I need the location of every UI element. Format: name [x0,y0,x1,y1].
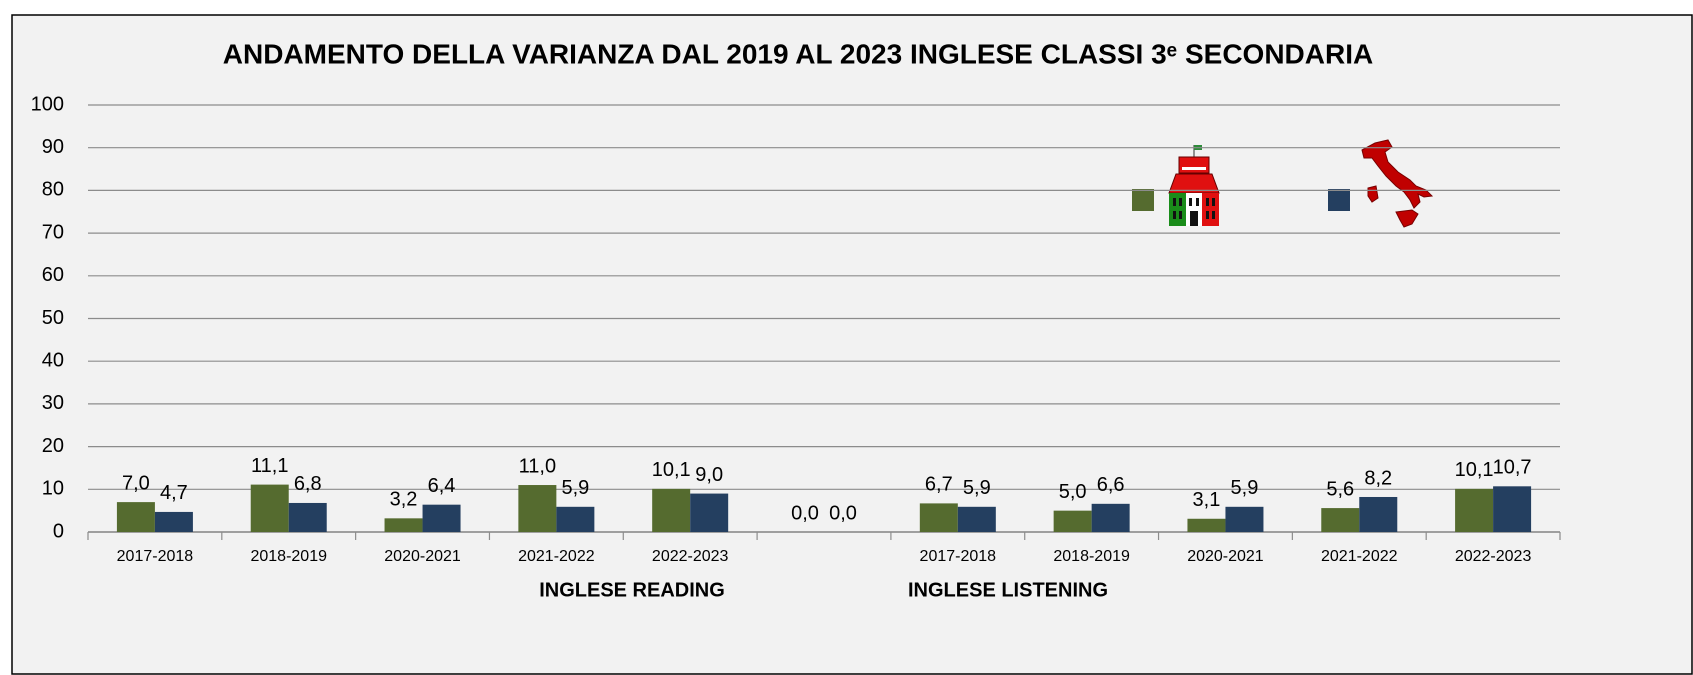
bar [1455,488,1494,532]
y-tick-label: 0 [53,520,64,542]
school-icon [1168,145,1220,226]
legend [1132,139,1434,228]
y-tick-label: 60 [42,264,64,286]
bar [556,506,595,532]
x-tick-label: 2022-2023 [652,548,729,565]
data-label: 5,9 [561,477,589,499]
bar [1359,496,1398,532]
x-tick-label: 2020-2021 [1187,548,1264,565]
data-label: 5,6 [1326,478,1354,500]
data-label: 11,1 [251,455,288,477]
bar [250,484,289,532]
data-label: 10,7 [1493,457,1532,479]
bar [154,511,193,532]
x-tick-label: 2017-2018 [920,548,997,565]
data-label: 10,1 [652,459,691,481]
bar [422,504,461,532]
bar [1225,506,1264,532]
group-label: INGLESE READING [539,579,725,601]
x-tick-label: 2021-2022 [1321,548,1398,565]
data-label: 5,9 [1231,477,1259,499]
bar [652,488,691,532]
x-tick-label: 2017-2018 [117,548,194,565]
legend-swatch [1328,189,1350,211]
data-label: 6,8 [294,473,322,495]
bar [1091,503,1130,532]
y-tick-label: 10 [42,478,64,500]
x-tick-label: 2018-2019 [250,548,327,565]
bar [1053,510,1092,532]
bar [1321,508,1360,532]
data-label: 4,7 [160,482,188,504]
y-tick-label: 80 [42,179,64,201]
y-tick-label: 50 [42,307,64,329]
data-label: 0,0 [829,502,857,524]
bar [518,485,557,532]
group-label: INGLESE LISTENING [908,579,1108,601]
bar [690,493,729,532]
y-tick-label: 40 [42,349,64,371]
y-tick-label: 100 [31,93,64,115]
bar [919,503,958,532]
x-tick-label: 2018-2019 [1053,548,1130,565]
data-label: 11,0 [519,455,556,477]
data-label: 10,1 [1455,459,1494,481]
y-tick-label: 30 [42,392,64,414]
data-label: 6,4 [428,475,456,497]
chart-title: ANDAMENTO DELLA VARIANZA DAL 2019 AL 202… [223,38,1373,69]
data-label: 5,9 [963,477,991,499]
data-label: 3,2 [390,489,418,511]
data-label: 8,2 [1364,467,1392,489]
data-label: 7,0 [122,472,150,494]
y-tick-label: 20 [42,435,64,457]
data-label: 6,7 [925,474,953,496]
data-label: 3,1 [1193,489,1221,511]
data-label: 0,0 [791,502,819,524]
y-tick-label: 70 [42,221,64,243]
bar [1187,518,1226,532]
bar [957,506,996,532]
y-tick-label: 90 [42,136,64,158]
data-label: 6,6 [1097,474,1125,496]
legend-swatch [1132,189,1154,211]
x-tick-label: 2022-2023 [1455,548,1532,565]
bar [288,502,327,532]
bar [1493,486,1532,532]
data-label: 9,0 [695,464,723,486]
bar [384,518,423,532]
x-tick-label: 2020-2021 [384,548,461,565]
x-tick-label: 2021-2022 [518,548,595,565]
data-label: 5,0 [1059,481,1087,503]
bar [116,502,155,532]
chart-frame [11,14,1693,675]
